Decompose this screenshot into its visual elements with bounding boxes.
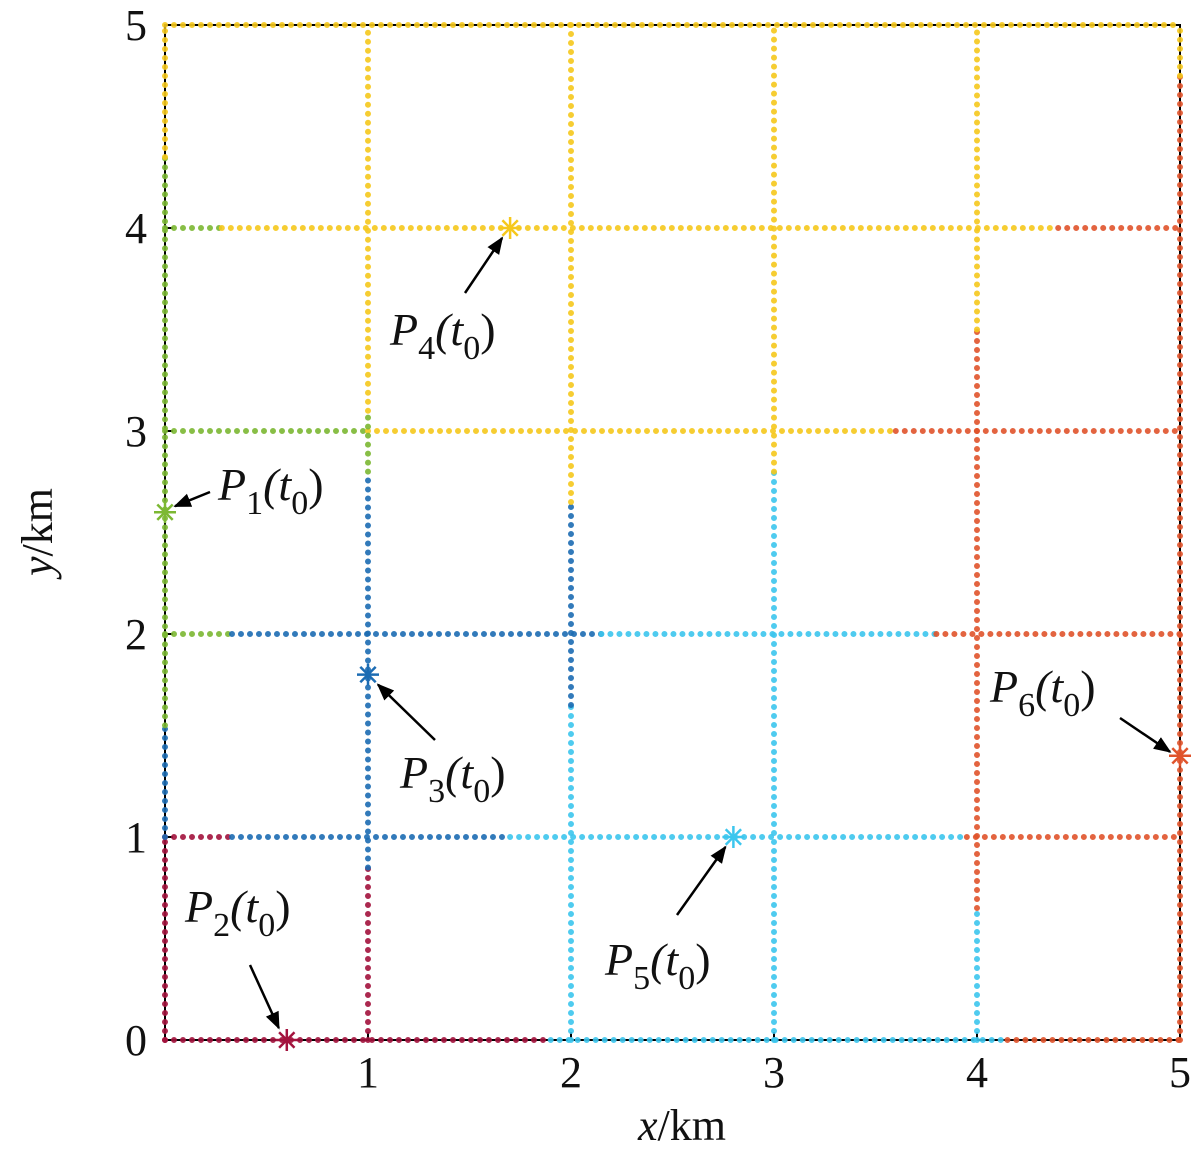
label-part: 1 [246, 485, 263, 522]
arrow [248, 964, 280, 1030]
marker-stroke [359, 666, 377, 684]
label-part: ) [308, 459, 323, 510]
y-tick-label: 5 [125, 1, 147, 50]
arrow [463, 236, 504, 294]
label-part: 4 [418, 330, 435, 367]
label-part: 3 [428, 773, 445, 810]
y-axis-var: y [13, 556, 62, 580]
marker-stroke [156, 503, 174, 521]
x-tick-label: 4 [966, 1048, 988, 1097]
label-part: P [217, 459, 246, 510]
label-part: P [184, 881, 213, 932]
marker-stroke [1171, 747, 1189, 765]
point-marker [1169, 744, 1191, 767]
point-marker [275, 1029, 298, 1051]
label-part: (t [1035, 661, 1064, 712]
label-part: (t [650, 934, 679, 985]
label-part: P [399, 747, 428, 798]
point-label: P3(t0) [399, 747, 506, 810]
label-part: ) [490, 747, 505, 798]
label-part: (t [445, 747, 474, 798]
marker-stroke [724, 828, 742, 846]
point-label: P5(t0) [604, 934, 711, 997]
label-part: 0 [463, 330, 480, 367]
label-part: P [389, 304, 418, 355]
y-tick-label: 3 [125, 407, 147, 456]
point-marker [722, 826, 745, 848]
x-tick-label: 2 [560, 1048, 582, 1097]
label-part: P [604, 934, 633, 985]
point-label: P1(t0) [217, 459, 324, 522]
y-axis-unit: /km [13, 488, 62, 556]
x-tick-label: 1 [357, 1048, 379, 1097]
x-tick-label: 3 [763, 1048, 785, 1097]
arrow [675, 845, 727, 916]
label-part: ) [1080, 661, 1095, 712]
x-axis-label: x/km [637, 1101, 726, 1150]
point-label: P6(t0) [989, 661, 1096, 724]
y-tick-label: 4 [125, 204, 147, 253]
label-part: ) [275, 881, 290, 932]
label-part: 0 [678, 960, 695, 997]
label-part: 0 [1063, 687, 1080, 724]
arrow [173, 490, 211, 508]
label-part: 0 [258, 907, 275, 944]
point-marker [154, 501, 176, 524]
y-axis-label: y/km [13, 488, 62, 580]
point-marker [357, 663, 379, 686]
label-part: ) [480, 304, 495, 355]
y-tick-label: 0 [125, 1016, 147, 1065]
arrow [376, 683, 436, 741]
x-tick-label: 5 [1169, 1048, 1191, 1097]
label-part: 0 [473, 773, 490, 810]
arrow [1119, 716, 1172, 753]
y-tick-label: 1 [125, 813, 147, 862]
point-label: P2(t0) [184, 881, 291, 944]
label-part: 6 [1018, 687, 1035, 724]
label-part: (t [435, 304, 464, 355]
y-tick-label: 2 [125, 610, 147, 659]
x-axis-var: x [637, 1101, 658, 1150]
label-part: P [989, 661, 1018, 712]
point-label: P4(t0) [389, 304, 496, 367]
label-part: (t [230, 881, 259, 932]
plot-frame [164, 24, 1181, 1041]
label-part: ) [695, 934, 710, 985]
label-part: (t [263, 459, 292, 510]
marker-stroke [278, 1031, 296, 1049]
label-part: 2 [213, 907, 230, 944]
label-part: 5 [633, 960, 650, 997]
x-axis-unit: /km [658, 1101, 726, 1150]
label-part: 0 [291, 485, 308, 522]
marker-stroke [501, 219, 519, 237]
point-marker [499, 217, 522, 239]
